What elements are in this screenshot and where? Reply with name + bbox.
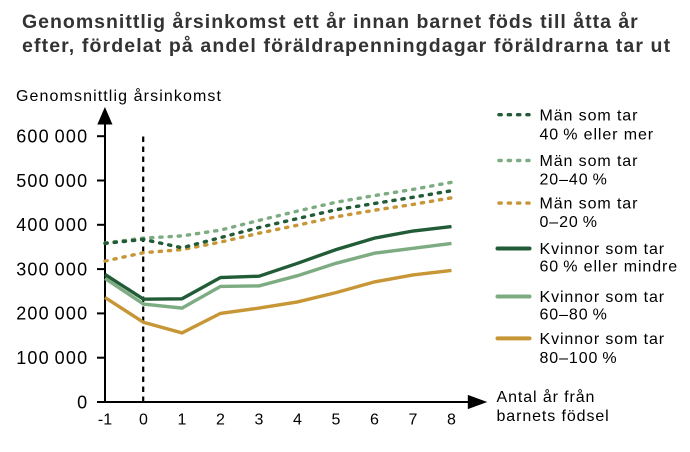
- svg-text:0: 0: [77, 392, 88, 412]
- svg-text:600 000: 600 000: [16, 127, 88, 147]
- svg-text:20–40 %: 20–40 %: [540, 171, 608, 188]
- svg-text:6: 6: [370, 412, 379, 429]
- svg-text:Genomsnittlig årsinkomst: Genomsnittlig årsinkomst: [16, 87, 222, 105]
- svg-text:4: 4: [293, 412, 302, 429]
- svg-text:Män som tar: Män som tar: [540, 196, 639, 213]
- svg-text:Kvinnor som tar: Kvinnor som tar: [540, 331, 666, 348]
- svg-text:500 000: 500 000: [16, 171, 88, 191]
- svg-text:60 % eller mindre: 60 % eller mindre: [540, 258, 679, 275]
- svg-text:Kvinnor som tar: Kvinnor som tar: [540, 241, 666, 258]
- svg-text:Kvinnor som tar: Kvinnor som tar: [540, 289, 666, 306]
- svg-text:60–80 %: 60–80 %: [540, 306, 608, 323]
- svg-text:2: 2: [216, 412, 225, 429]
- svg-text:Män som tar: Män som tar: [540, 153, 639, 170]
- svg-text:8: 8: [447, 412, 456, 429]
- svg-text:-1: -1: [98, 412, 112, 429]
- svg-text:200 000: 200 000: [16, 304, 88, 324]
- svg-text:40 % eller mer: 40 % eller mer: [540, 126, 655, 143]
- svg-text:Män som tar: Män som tar: [540, 107, 639, 124]
- svg-text:barnets födsel: barnets födsel: [497, 408, 610, 425]
- svg-text:5: 5: [332, 412, 341, 429]
- svg-text:Antal år från: Antal år från: [497, 388, 596, 406]
- svg-text:100 000: 100 000: [16, 348, 88, 368]
- svg-text:0–20 %: 0–20 %: [540, 214, 598, 231]
- svg-text:3: 3: [255, 412, 264, 429]
- svg-text:80–100 %: 80–100 %: [540, 350, 618, 367]
- svg-text:400 000: 400 000: [16, 215, 88, 235]
- svg-text:0: 0: [139, 412, 148, 429]
- svg-text:300 000: 300 000: [16, 259, 88, 279]
- svg-text:7: 7: [409, 412, 418, 429]
- svg-text:1: 1: [178, 412, 187, 429]
